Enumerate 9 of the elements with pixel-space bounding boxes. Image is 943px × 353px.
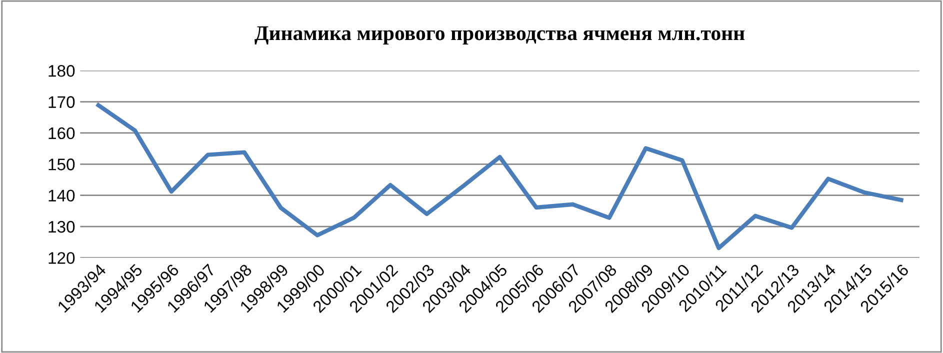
y-tick-label: 160: [48, 127, 75, 140]
y-tick-label: 170: [48, 96, 75, 108]
y-tick-label: 130: [48, 220, 75, 233]
y-tick-label: 140: [48, 190, 75, 202]
y-tick-label: 120: [48, 252, 75, 264]
line-series: [96, 103, 904, 250]
y-tick-label: 150: [48, 158, 75, 170]
y-tick-label: 180: [48, 65, 75, 77]
chart-title: Динамика мирового производства ячменя млн.тонн: [254, 26, 745, 44]
